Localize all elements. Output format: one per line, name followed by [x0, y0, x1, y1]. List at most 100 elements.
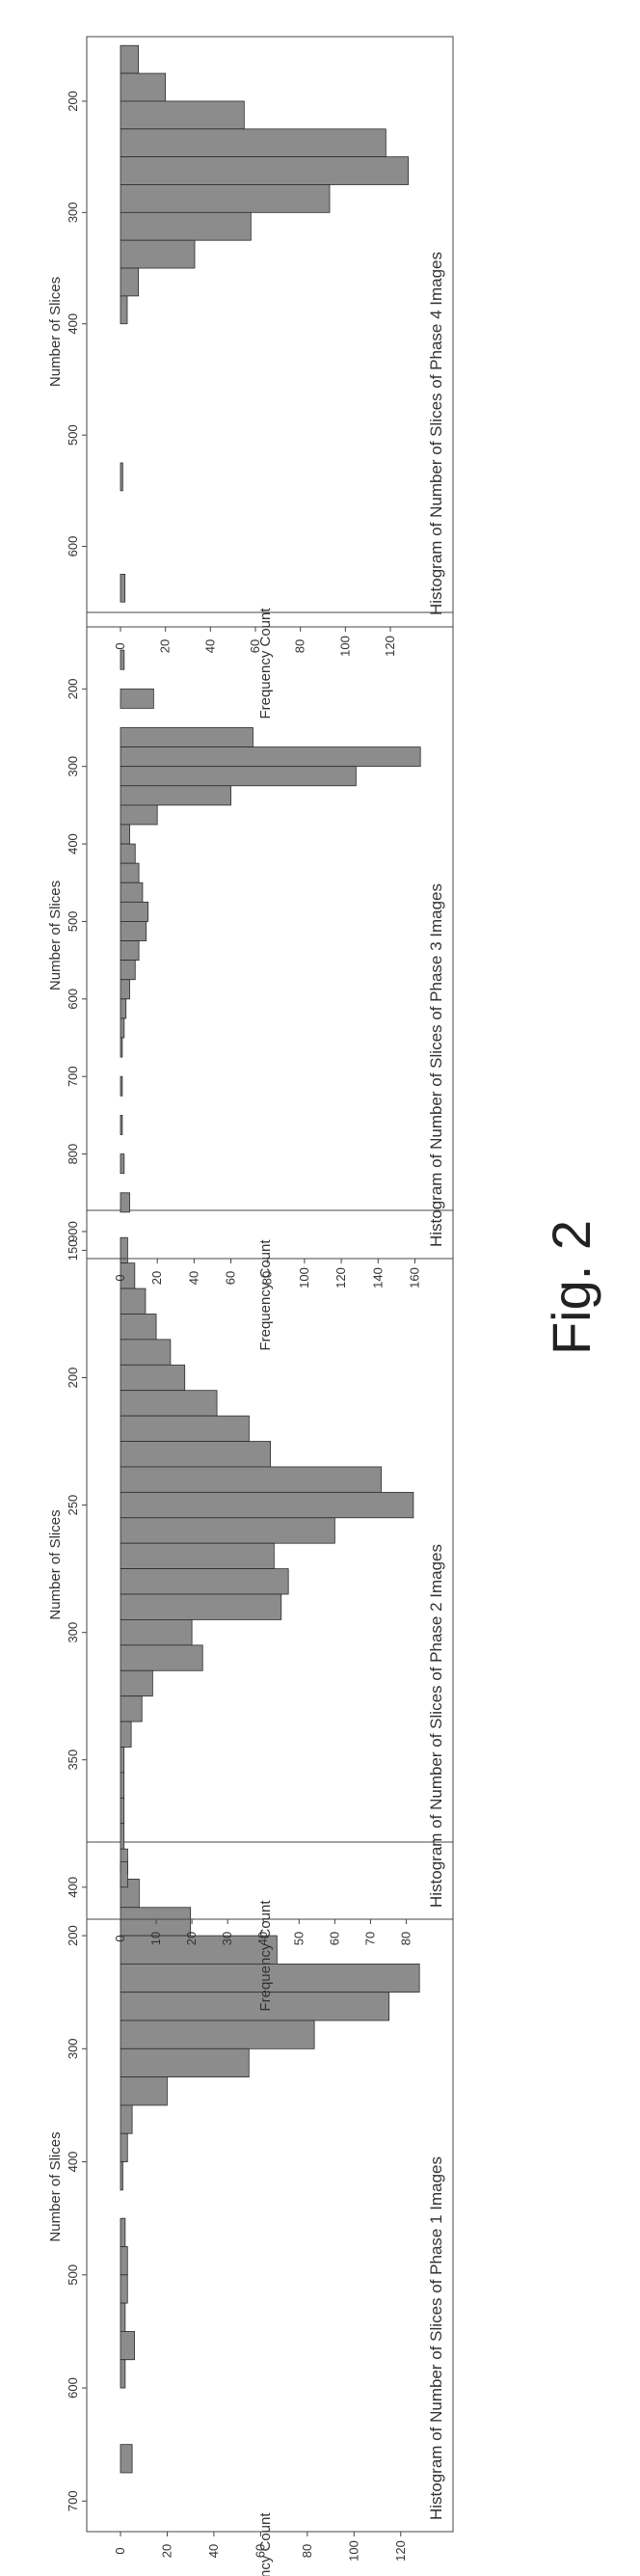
y-tick-label: 0 [113, 642, 127, 649]
y-tick-label: 60 [327, 1932, 341, 1945]
histogram-bar [120, 1391, 217, 1416]
x-tick-label: 500 [66, 911, 80, 933]
histogram-bar [120, 2360, 125, 2388]
histogram-bar [120, 844, 135, 863]
histogram-bar [120, 689, 153, 708]
histogram-bar [120, 767, 356, 786]
histogram-bar [120, 2275, 127, 2303]
histogram-bar [120, 157, 409, 185]
y-axis-label: Frequency Count [257, 608, 274, 719]
x-tick-label: 300 [66, 202, 80, 223]
histogram-bar [120, 2303, 125, 2331]
y-tick-label: 80 [293, 639, 307, 653]
x-tick-label: 300 [66, 1622, 80, 1643]
histogram-panel-3: 0 20 40 60 80 100 120 140 1602003004005006007008… [47, 612, 453, 1351]
x-tick-label: 500 [66, 2264, 80, 2286]
y-tick-label: 140 [370, 1267, 385, 1288]
histogram-bar [120, 921, 147, 940]
histogram-bar [120, 1861, 127, 1886]
histogram-bar [120, 1993, 389, 2020]
histogram-bar [120, 2445, 132, 2473]
figure-label: Fig. 2 [541, 1220, 601, 1355]
histogram-bar [120, 2162, 122, 2190]
histogram-bar [120, 1670, 152, 1695]
x-axis-label: Number of Slices [47, 881, 64, 990]
y-tick-label: 120 [383, 636, 397, 657]
chart-title: Histogram of Number of Slices of Phase 1… [427, 2156, 445, 2520]
x-tick-label: 400 [66, 2152, 80, 2173]
histogram-panels: 0 20 40 60 80 100 120200300400500600700Number … [47, 37, 453, 2576]
histogram-bar [120, 1492, 413, 1517]
x-tick-label: 800 [66, 1144, 80, 1165]
x-tick-label: 200 [66, 1368, 80, 1389]
histogram-bar [120, 1908, 191, 1936]
histogram-bar [120, 961, 135, 980]
histogram-bar [120, 1038, 122, 1057]
x-tick-label: 200 [66, 1925, 80, 1946]
x-tick-label: 700 [66, 1066, 80, 1087]
histogram-bar [120, 2077, 167, 2105]
x-tick-label: 900 [66, 1221, 80, 1242]
y-tick-label: 0 [113, 1274, 127, 1281]
histogram-bar [120, 1193, 130, 1212]
histogram-panel-2: 0 10 20 30 40 50 60 70 80150200250300350400Numbe… [47, 1210, 453, 2012]
x-tick-label: 500 [66, 424, 80, 446]
x-tick-label: 200 [66, 678, 80, 699]
histogram-bar [120, 240, 195, 268]
histogram-bar [120, 2105, 132, 2133]
x-tick-label: 700 [66, 2490, 80, 2511]
y-tick-label: 120 [333, 1267, 348, 1288]
x-tick-label: 300 [66, 756, 80, 777]
histogram-bar [120, 1467, 382, 1492]
histogram-bar [120, 2246, 127, 2274]
histogram-bar [120, 2048, 249, 2076]
x-tick-label: 600 [66, 989, 80, 1010]
histogram-bar [120, 1936, 277, 1964]
histogram-bar [120, 1594, 281, 1619]
chart-title: Histogram of Number of Slices of Phase 3… [427, 883, 445, 1247]
y-tick-label: 80 [398, 1932, 413, 1945]
histogram-bar [120, 999, 126, 1018]
histogram-bar [120, 212, 251, 240]
histogram-bar [120, 1518, 334, 1543]
x-tick-label: 400 [66, 313, 80, 335]
y-tick-label: 20 [159, 2544, 173, 2558]
x-tick-label: 250 [66, 1495, 80, 1516]
histogram-bar [120, 882, 143, 902]
chart-title: Histogram of Number of Slices of Phase 2… [427, 1544, 445, 1908]
y-tick-label: 70 [362, 1932, 377, 1945]
y-tick-label: 100 [346, 2540, 360, 2562]
histogram-bar [120, 1543, 274, 1568]
histogram-bar [120, 1018, 124, 1038]
y-tick-label: 100 [297, 1267, 311, 1288]
histogram-bar [120, 1237, 127, 1262]
histogram-bar [120, 1696, 142, 1722]
y-tick-label: 0 [113, 2547, 127, 2554]
histogram-bar [120, 1154, 124, 1174]
y-tick-label: 30 [220, 1932, 234, 1945]
histogram-bar [120, 73, 166, 101]
histogram-bar [120, 1416, 249, 1441]
x-tick-label: 600 [66, 2377, 80, 2399]
histogram-bar [120, 825, 130, 844]
y-axis-label: Frequency Count [257, 1239, 274, 1351]
y-tick-label: 60 [224, 1271, 238, 1285]
y-tick-label: 40 [206, 2544, 221, 2558]
histogram-bar [120, 2331, 135, 2359]
histogram-bar [120, 650, 124, 669]
x-axis-label: Number of Slices [47, 2131, 64, 2241]
histogram-bar [120, 129, 386, 157]
histogram-bar [120, 2020, 314, 2048]
x-tick-label: 400 [66, 1877, 80, 1898]
histogram-bar [120, 786, 231, 805]
histogram-bar [120, 863, 139, 882]
histogram-bar [120, 101, 244, 129]
histogram-bar [120, 1798, 124, 1823]
histogram-bar [120, 1824, 124, 1849]
x-tick-label: 150 [66, 1240, 80, 1261]
x-tick-label: 200 [66, 91, 80, 112]
histogram-bar [120, 1314, 156, 1339]
histogram-panel-4: 0 20 40 60 80 100 120 200 300 400 500 600 Number of … [47, 37, 453, 719]
histogram-bar [120, 463, 122, 491]
y-axis-label: Frequency Count [257, 2512, 274, 2576]
